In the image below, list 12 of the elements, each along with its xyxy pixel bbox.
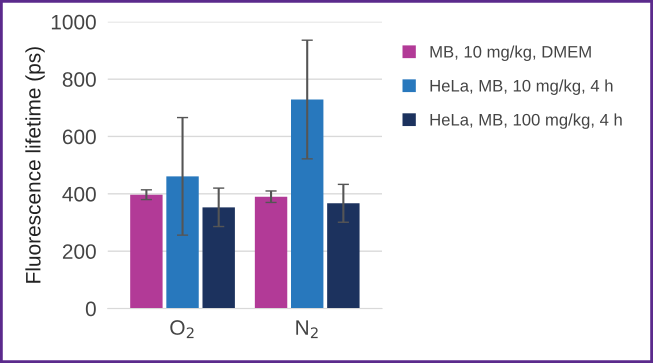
y-tick-label: 0: [86, 302, 96, 316]
legend-label: HeLa, MB, 10 mg/kg, 4 h: [430, 79, 612, 95]
x-tick-label: O$_{2}$: [170, 320, 194, 338]
y-tick-label: 1000: [52, 14, 96, 30]
y-tick-label: 200: [62, 244, 96, 259]
legend-label: MB, 10 mg/kg, DMEM: [430, 45, 591, 62]
legend-label: HeLa, MB, 100 mg/kg, 4 h: [430, 113, 622, 129]
y-tick-label: 600: [62, 129, 96, 144]
x-tick-label: N$_{2}$: [296, 320, 318, 338]
y-axis-title: Fluorescence lifetime (ps): [25, 47, 45, 283]
y-tick-label: 400: [62, 186, 96, 202]
y-tick-label: 800: [62, 72, 96, 87]
